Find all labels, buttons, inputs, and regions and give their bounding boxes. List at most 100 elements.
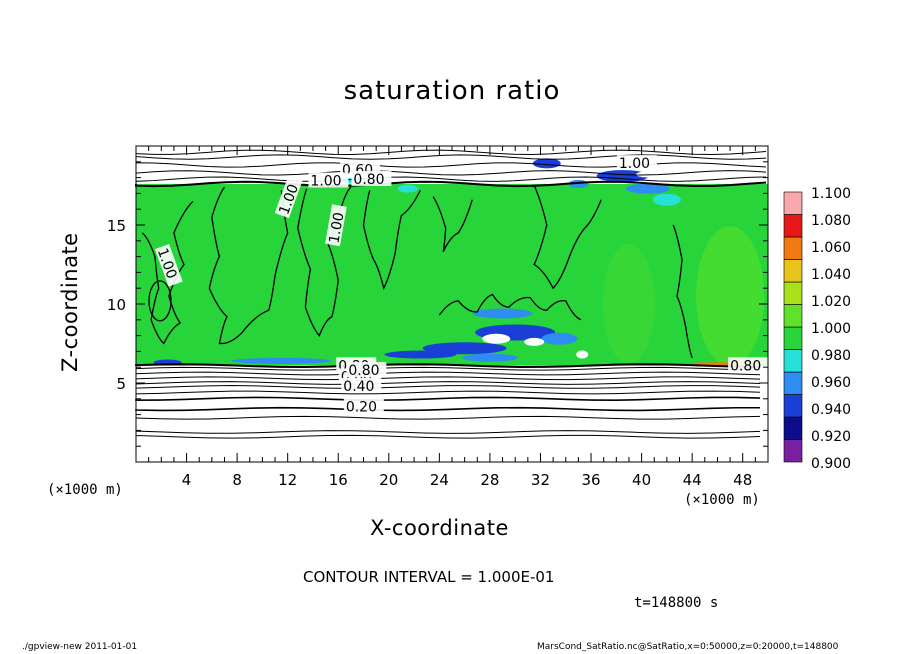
contour-line: [135, 406, 761, 412]
x-tick-label: 28: [480, 471, 499, 489]
y-tick-label: 5: [116, 375, 126, 393]
contour-label-bg: [325, 204, 347, 247]
colorbar-label: 1.020: [811, 294, 851, 310]
y-tick-label: 10: [107, 296, 126, 314]
supersaturated-region: [696, 226, 765, 367]
contour-line: [135, 162, 767, 168]
contour-label-bg: [308, 172, 349, 188]
contour-label-bg: [154, 243, 183, 287]
contour-line: [135, 376, 761, 381]
colorbar-label: 0.980: [811, 348, 851, 364]
dry-patch: [524, 337, 545, 346]
contour-lines: [135, 149, 767, 439]
contour-label-bg: [346, 362, 387, 378]
colorbar-swatch: [783, 236, 803, 260]
contour-line: [438, 293, 582, 321]
x-tick-label: 44: [683, 471, 702, 489]
contour-line: [135, 396, 761, 402]
x-axis-label: X-coordinate: [370, 516, 509, 540]
contour-line: [135, 385, 761, 389]
colorbar-swatch: [783, 304, 803, 328]
x-tick-label: 24: [430, 471, 449, 489]
contour-label: 1.00: [310, 174, 341, 190]
cloud-patch: [397, 184, 418, 193]
contour-label-bg: [343, 398, 384, 414]
cloud-patch: [231, 357, 332, 364]
colorbar-swatch: [783, 326, 803, 350]
colorbar: 0.900 0.920 0.940 0.960 0.980 1.000 1.020 1.040…: [783, 186, 851, 472]
contour-line: [135, 430, 761, 434]
contour-line: [135, 149, 767, 156]
contour-line: [533, 185, 602, 290]
contour-line: [135, 366, 761, 371]
contour-label: 0.80: [348, 363, 379, 379]
colorbar-label: 1.100: [811, 186, 851, 202]
x-ticks: 4 8 12 16 20 24 28 32 36 40 44 48: [148, 146, 756, 489]
contour-line: [362, 189, 421, 291]
colorbar-label: 1.060: [811, 240, 851, 256]
contour-line: [135, 371, 761, 376]
cloud-patch: [384, 350, 457, 359]
y-tick-label: 15: [107, 217, 126, 235]
footer-left: ./gpview-new 2011-01-01: [22, 642, 138, 652]
contour-label-bg: [274, 175, 303, 219]
colorbar-label: 1.040: [811, 267, 851, 283]
y-ticks: 5 10 15: [107, 161, 768, 447]
colorbar-label: 0.960: [811, 375, 851, 391]
colorbar-swatch: [783, 191, 803, 215]
x-tick-label: 48: [733, 471, 752, 489]
colorbar-label: 0.900: [811, 456, 851, 472]
y-axis-unit: (×1000 m): [47, 482, 123, 498]
x-axis-unit: (×1000 m): [684, 492, 760, 508]
chart-title: saturation ratio: [343, 76, 561, 106]
cloud-patch: [596, 170, 649, 183]
contour-line: [135, 170, 767, 176]
supersaturated-region: [602, 244, 655, 364]
contour-line: [135, 390, 761, 395]
contour-line: [672, 224, 693, 358]
contour-label-bg: [616, 155, 657, 171]
contour-line: [148, 280, 172, 322]
cloud-patch: [541, 332, 578, 345]
contour-line: [208, 186, 289, 345]
x-tick-label: 20: [379, 471, 398, 489]
contour-label-bg: [728, 357, 769, 373]
cloud-patch: [532, 158, 561, 169]
saturated-layer: [136, 183, 768, 366]
contour-line: [135, 415, 761, 420]
colorbar-swatch: [783, 416, 803, 440]
x-tick-label: 16: [329, 471, 348, 489]
colorbar-label: 0.920: [811, 429, 851, 445]
cloud-patch: [625, 183, 670, 194]
contour-interval-note: CONTOUR INTERVAL = 1.000E-01: [303, 568, 555, 586]
colorbar-swatch: [783, 371, 803, 395]
colorbar-swatch: [783, 281, 803, 305]
contour-label: 0.80: [353, 172, 384, 188]
contour-line: [135, 176, 767, 182]
x-tick-label: 12: [278, 471, 297, 489]
contour-line: [432, 196, 473, 253]
cloud-patch: [422, 342, 507, 355]
colorbar-swatch: [783, 214, 803, 238]
cloud-patch: [461, 353, 518, 362]
saturation-field: [136, 158, 768, 367]
contour-label-bg: [341, 377, 382, 393]
contour-label: 0.80: [730, 358, 761, 374]
colorbar-label: 0.940: [811, 402, 851, 418]
x-tick-label: 32: [531, 471, 550, 489]
colorbar-swatch: [783, 394, 803, 418]
contour-label: 1.00: [326, 211, 347, 244]
colorbar-swatch: [783, 259, 803, 283]
contour-line: [135, 381, 761, 385]
contour-label: 0.40: [343, 379, 374, 395]
x-tick-label: 36: [581, 471, 600, 489]
dry-patch: [576, 350, 589, 359]
dry-patch: [482, 333, 511, 344]
contour-line: [135, 363, 761, 369]
cloud-patch: [652, 193, 681, 206]
contour-line: [135, 180, 767, 188]
colorbar-label: 1.080: [811, 213, 851, 229]
contour-label-bg: [351, 170, 392, 186]
colorbar-swatch: [783, 349, 803, 373]
x-tick-label: 4: [182, 471, 192, 489]
